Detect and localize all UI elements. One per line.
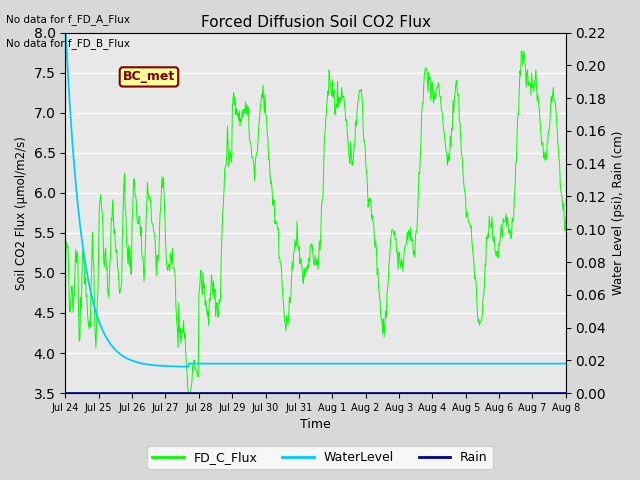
Text: BC_met: BC_met — [123, 71, 175, 84]
Title: Forced Diffusion Soil CO2 Flux: Forced Diffusion Soil CO2 Flux — [200, 15, 431, 30]
Legend: FD_C_Flux, WaterLevel, Rain: FD_C_Flux, WaterLevel, Rain — [147, 446, 493, 469]
X-axis label: Time: Time — [300, 419, 331, 432]
Text: No data for f_FD_B_Flux: No data for f_FD_B_Flux — [6, 38, 131, 49]
Y-axis label: Soil CO2 Flux (μmol/m2/s): Soil CO2 Flux (μmol/m2/s) — [15, 136, 28, 290]
Y-axis label: Water Level (psi), Rain (cm): Water Level (psi), Rain (cm) — [612, 131, 625, 295]
Text: No data for f_FD_A_Flux: No data for f_FD_A_Flux — [6, 14, 131, 25]
